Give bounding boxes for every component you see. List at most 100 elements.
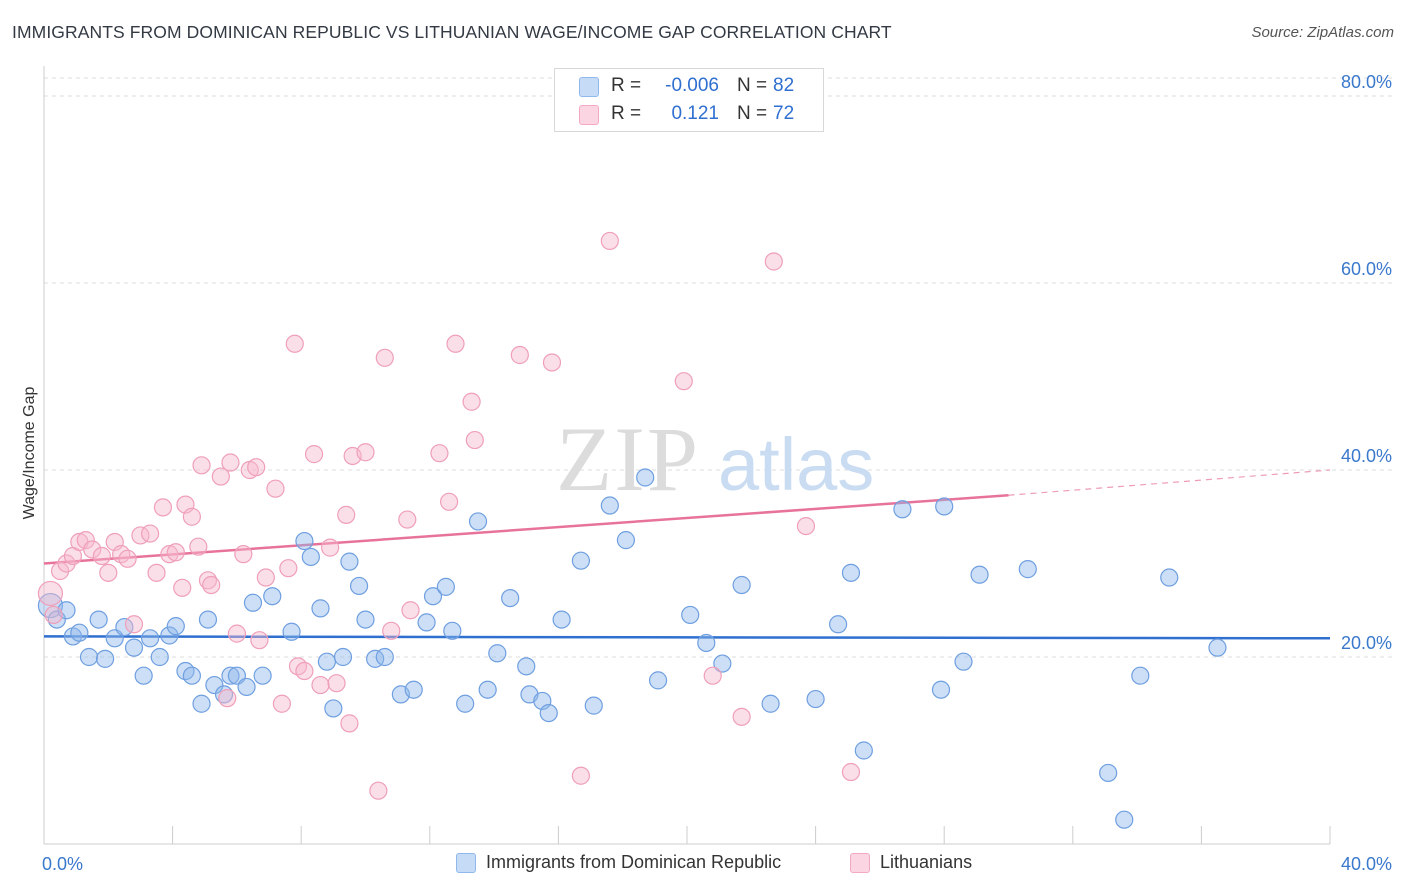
watermark-zip: ZIP xyxy=(556,408,700,510)
point-lithuanian xyxy=(674,372,693,391)
point-dominican xyxy=(166,617,185,636)
point-dominican xyxy=(324,699,343,718)
point-lithuanian xyxy=(285,334,304,353)
n-label: N = xyxy=(737,103,768,124)
point-lithuanian xyxy=(266,479,285,498)
n-value: 82 xyxy=(773,75,795,96)
n-label: N = xyxy=(737,75,768,96)
point-dominican xyxy=(423,587,443,606)
point-lithuanian xyxy=(189,537,208,556)
point-lithuanian xyxy=(841,762,861,782)
point-dominican xyxy=(140,629,160,648)
point-dominican xyxy=(854,741,873,760)
tick-labels: 20.0% 40.0% 60.0% 80.0% 0.0% 40.0% xyxy=(42,72,1392,874)
point-lithuanian xyxy=(382,621,401,640)
point-lithuanian xyxy=(256,568,275,587)
point-dominican xyxy=(349,576,369,596)
point-dominican xyxy=(243,593,263,612)
stats-legend: R = -0.006 N = 82 R = 0.121 N = 72 xyxy=(554,68,824,132)
point-lithuanian xyxy=(173,578,192,597)
point-lithuanian xyxy=(160,545,179,564)
legend-swatch-dominican xyxy=(456,852,476,873)
point-lithuanian xyxy=(218,689,237,708)
point-dominican xyxy=(539,703,558,723)
point-dominican xyxy=(600,496,619,515)
point-dominican xyxy=(443,621,462,640)
y-axis-label: Wage/Income Gap xyxy=(21,386,38,520)
point-lithuanian xyxy=(764,252,783,271)
point-dominican xyxy=(417,613,436,632)
point-dominican xyxy=(1018,560,1037,579)
point-dominican xyxy=(205,675,224,695)
trend-line-0 xyxy=(43,635,1331,640)
point-lithuanian xyxy=(462,392,481,411)
point-dominican xyxy=(70,623,89,642)
point-dominican xyxy=(501,588,520,608)
point-dominican xyxy=(841,563,861,582)
point-dominican xyxy=(150,647,169,667)
point-dominican xyxy=(1131,666,1150,685)
data-points xyxy=(37,231,1227,829)
point-dominican xyxy=(517,657,536,676)
point-dominican xyxy=(488,644,507,663)
point-lithuanian xyxy=(211,467,230,486)
source-label: Source: ZipAtlas.com xyxy=(1251,24,1394,41)
point-lithuanian xyxy=(465,430,484,450)
watermark: ZIP atlas xyxy=(556,408,874,510)
point-dominican xyxy=(648,671,668,690)
point-lithuanian xyxy=(304,445,324,464)
point-dominican xyxy=(282,622,301,641)
point-dominican xyxy=(1208,638,1227,657)
point-dominican xyxy=(616,531,636,550)
point-dominican xyxy=(263,587,282,606)
point-lithuanian xyxy=(510,345,529,365)
point-dominican xyxy=(404,680,423,699)
legend-item-dominican[interactable]: Immigrants from Dominican Republic xyxy=(456,852,781,873)
point-lithuanian xyxy=(401,601,420,620)
point-dominican xyxy=(552,610,571,629)
point-lithuanian xyxy=(234,545,253,564)
point-lithuanian xyxy=(83,540,102,559)
legend-item-lithuanian[interactable]: Lithuanians xyxy=(850,852,972,873)
point-lithuanian xyxy=(166,543,185,562)
point-dominican xyxy=(761,694,780,713)
point-dominican xyxy=(478,680,497,699)
point-dominican xyxy=(89,610,108,629)
point-lithuanian xyxy=(192,456,211,475)
point-dominican xyxy=(713,654,732,673)
point-lithuanian xyxy=(571,766,591,785)
r-label: R = xyxy=(611,103,642,124)
point-dominican xyxy=(571,551,591,570)
point-dominican xyxy=(893,500,912,519)
trend-line-extension-1 xyxy=(1008,469,1331,496)
point-lithuanian xyxy=(57,554,76,573)
y-tick-label: 80.0% xyxy=(1341,72,1392,92)
point-lithuanian xyxy=(600,231,619,251)
point-dominican xyxy=(301,547,320,567)
point-lithuanian xyxy=(227,624,246,643)
r-label: R = xyxy=(611,75,642,96)
point-lithuanian xyxy=(147,563,166,582)
point-lithuanian xyxy=(796,516,816,536)
point-dominican xyxy=(732,575,751,595)
point-dominican xyxy=(806,689,825,709)
point-dominican xyxy=(198,610,218,629)
point-lithuanian xyxy=(369,781,388,800)
point-dominican xyxy=(436,577,455,596)
r-value: 0.121 xyxy=(671,103,719,124)
point-dominican xyxy=(931,680,951,699)
point-dominican xyxy=(221,666,240,685)
point-lithuanian xyxy=(221,453,240,472)
point-dominican xyxy=(134,666,153,685)
point-lithuanian xyxy=(295,661,314,681)
point-lithuanian xyxy=(140,524,160,543)
point-dominican xyxy=(317,652,337,671)
point-dominican xyxy=(681,605,700,625)
point-dominican xyxy=(954,652,973,671)
point-dominican xyxy=(1099,763,1118,783)
y-tick-label: 20.0% xyxy=(1341,633,1392,653)
point-lithuanian xyxy=(99,563,118,582)
bottom-legend: Immigrants from Dominican Republic Lithu… xyxy=(0,852,1406,878)
point-lithuanian xyxy=(50,561,70,581)
point-lithuanian xyxy=(76,531,95,550)
